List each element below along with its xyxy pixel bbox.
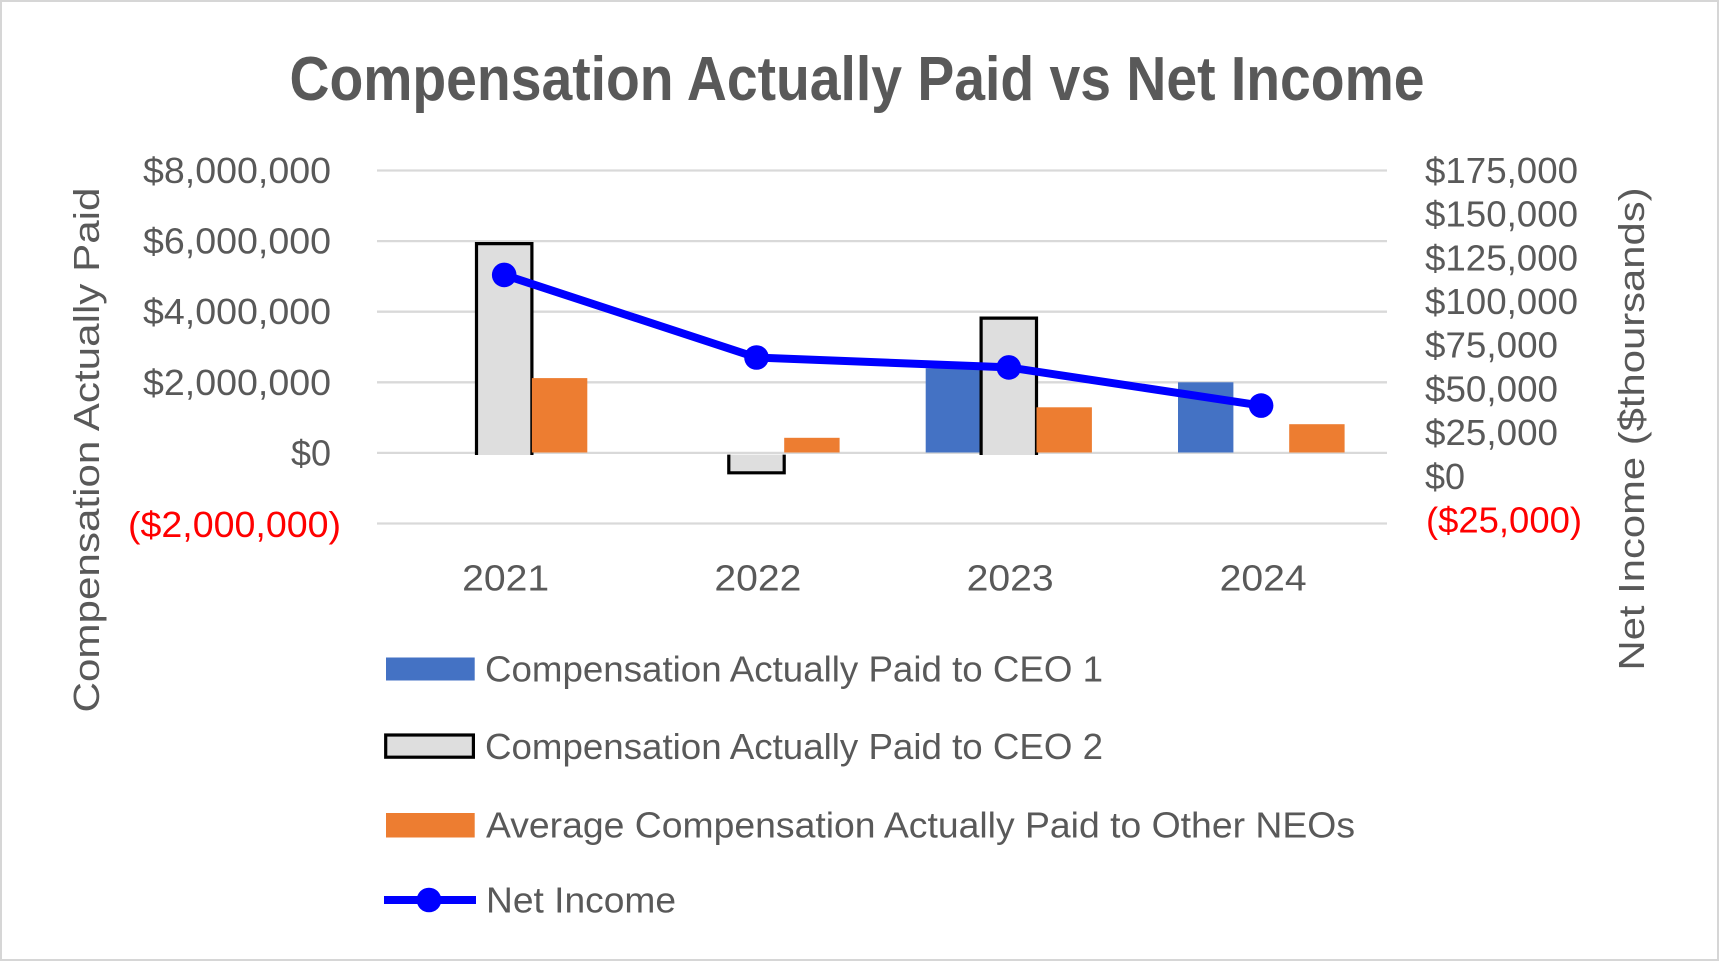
- svg-text:($25,000): ($25,000): [1426, 499, 1582, 540]
- svg-text:$4,000,000: $4,000,000: [143, 291, 331, 332]
- svg-text:$8,000,000: $8,000,000: [143, 150, 331, 191]
- svg-text:$175,000: $175,000: [1425, 150, 1578, 191]
- svg-text:2022: 2022: [714, 558, 801, 599]
- svg-text:$2,000,000: $2,000,000: [143, 362, 331, 403]
- svg-text:$6,000,000: $6,000,000: [143, 221, 331, 262]
- svg-text:$0: $0: [1425, 456, 1465, 497]
- svg-text:Compensation Actually Paid vs: Compensation Actually Paid vs Net Income: [290, 45, 1425, 114]
- svg-text:2021: 2021: [462, 558, 549, 599]
- svg-text:$125,000: $125,000: [1425, 237, 1578, 278]
- svg-text:2023: 2023: [967, 558, 1054, 599]
- svg-text:Average Compensation Actually: Average Compensation Actually Paid to Ot…: [486, 804, 1355, 845]
- svg-text:Compensation Actually Paid to: Compensation Actually Paid to CEO 1: [485, 649, 1103, 690]
- svg-text:$75,000: $75,000: [1425, 325, 1558, 366]
- svg-text:Net Income: Net Income: [486, 880, 676, 921]
- svg-text:2024: 2024: [1220, 558, 1307, 599]
- svg-text:Compensation Actually Paid to: Compensation Actually Paid to CEO 2: [485, 726, 1103, 767]
- svg-text:$100,000: $100,000: [1425, 281, 1578, 322]
- svg-text:Compensation Actually Paid: Compensation Actually Paid: [66, 188, 107, 713]
- svg-text:$25,000: $25,000: [1425, 412, 1558, 453]
- svg-text:$150,000: $150,000: [1425, 194, 1578, 235]
- svg-text:$0: $0: [291, 432, 331, 473]
- svg-text:($2,000,000): ($2,000,000): [128, 504, 341, 545]
- svg-text:Net Income ($thoursands): Net Income ($thoursands): [1611, 188, 1652, 671]
- svg-text:$50,000: $50,000: [1425, 368, 1558, 409]
